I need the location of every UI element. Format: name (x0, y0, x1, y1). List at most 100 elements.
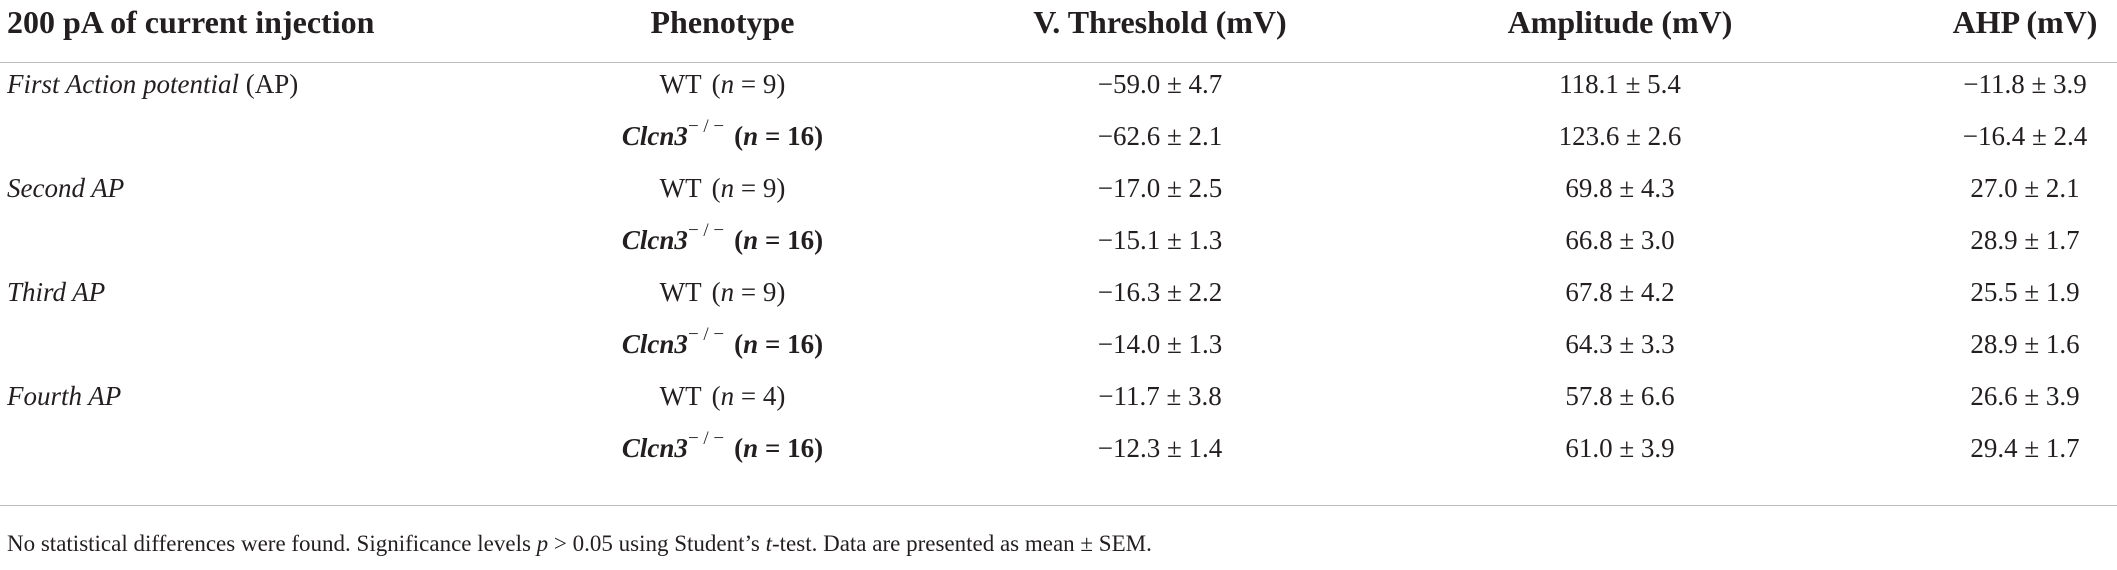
amplitude-cell: 61.0 ± 3.9 (1565, 433, 1675, 463)
table-header-row: 200 pA of current injection Phenotype V.… (0, 0, 2117, 52)
phenotype-cell: Clcn3− / − (n = 16) (585, 110, 860, 162)
ahp-cell: 28.9 ± 1.7 (1970, 225, 2080, 255)
sample-close-paren: ) (814, 329, 824, 359)
header-phenotype: Phenotype (650, 4, 795, 40)
row-label-italic: Fourth AP (7, 381, 122, 411)
amplitude-cell: 57.8 ± 6.6 (1565, 381, 1675, 411)
table-row: Third AP WT (n = 9) −16.3 ± 2.2 67.8 ± 4.2 25… (0, 266, 2117, 318)
genotype-superscript: − / − (687, 116, 725, 137)
genotype-name: WT (659, 69, 702, 99)
row-label-italic: Third AP (7, 277, 106, 307)
amplitude-cell: 118.1 ± 5.4 (1559, 69, 1681, 99)
sample-size: 16 (787, 121, 815, 151)
sample-open-paren: ( (734, 121, 744, 151)
sample-equals: = (758, 329, 788, 359)
table-row: Clcn3− / − (n = 16) −12.3 ± 1.4 61.0 ± 3.9 2… (0, 422, 2117, 474)
amplitude-cell: 64.3 ± 3.3 (1565, 329, 1675, 359)
bottom-rule (0, 505, 2117, 506)
table-footnote: No statistical differences were found. S… (7, 528, 1152, 560)
ahp-cell: 26.6 ± 3.9 (1970, 381, 2080, 411)
sample-n-symbol: n (743, 121, 759, 151)
table-row: Fourth AP WT (n = 4) −11.7 ± 3.8 57.8 ± 6.6 2… (0, 370, 2117, 422)
header-threshold: V. Threshold (mV) (1033, 4, 1287, 40)
sample-n-symbol: n (743, 433, 759, 463)
amplitude-cell: 69.8 ± 4.3 (1565, 173, 1675, 203)
row-label: Third AP (7, 266, 105, 318)
sample-close-paren: ) (814, 121, 824, 151)
sample-equals: = (734, 277, 763, 307)
row-label-italic: First Action potential (7, 69, 239, 99)
sample-open-paren: ( (734, 225, 744, 255)
sample-equals: = (758, 225, 788, 255)
sample-n-symbol: n (743, 225, 759, 255)
phenotype-cell: WT (n = 9) (585, 266, 860, 318)
phenotype-cell: WT (n = 4) (585, 370, 860, 422)
sample-equals: = (734, 69, 763, 99)
sample-open-paren: ( (711, 381, 721, 411)
sample-n-symbol: n (743, 329, 759, 359)
genotype-superscript: − / − (687, 428, 725, 449)
row-label: Fourth AP (7, 370, 121, 422)
ahp-cell: −16.4 ± 2.4 (1962, 121, 2088, 151)
table-row: Clcn3− / − (n = 16) −14.0 ± 1.3 64.3 ± 3.3 2… (0, 318, 2117, 370)
threshold-cell: −11.7 ± 3.8 (1098, 381, 1222, 411)
sample-size: 16 (787, 329, 815, 359)
threshold-cell: −62.6 ± 2.1 (1097, 121, 1223, 151)
sample-size: 16 (787, 225, 815, 255)
sample-close-paren: ) (814, 225, 824, 255)
genotype-name: Clcn3 (621, 329, 688, 359)
threshold-cell: −59.0 ± 4.7 (1097, 69, 1223, 99)
ahp-cell: −11.8 ± 3.9 (1963, 69, 2087, 99)
sample-equals: = (758, 121, 788, 151)
ahp-cell: 29.4 ± 1.7 (1970, 433, 2080, 463)
sample-size: 9 (762, 277, 777, 307)
footnote-text-1: No statistical differences were found. S… (7, 531, 537, 556)
genotype-name: WT (659, 173, 702, 203)
sample-n-symbol: n (720, 381, 735, 411)
header-amplitude: Amplitude (mV) (1507, 4, 1733, 40)
sample-size: 9 (762, 69, 777, 99)
table-row: Second AP WT (n = 9) −17.0 ± 2.5 69.8 ± 4.3 2… (0, 162, 2117, 214)
footnote-text-2: > 0.05 using Student’s (548, 531, 766, 556)
sample-equals: = (758, 433, 788, 463)
genotype-name: Clcn3 (621, 433, 688, 463)
row-label: First Action potential (AP) (7, 58, 298, 110)
table-row: Clcn3− / − (n = 16) −62.6 ± 2.1 123.6 ± 2.6… (0, 110, 2117, 162)
threshold-cell: −15.1 ± 1.3 (1097, 225, 1223, 255)
footnote-text-3: -test. Data are presented as mean ± SEM. (772, 531, 1152, 556)
sample-open-paren: ( (734, 329, 744, 359)
row-label-rest: (AP) (239, 69, 299, 99)
sample-close-paren: ) (776, 173, 786, 203)
genotype-superscript: − / − (687, 324, 725, 345)
sample-open-paren: ( (734, 433, 744, 463)
amplitude-cell: 66.8 ± 3.0 (1565, 225, 1675, 255)
phenotype-cell: Clcn3− / − (n = 16) (585, 422, 860, 474)
phenotype-cell: WT (n = 9) (585, 58, 860, 110)
sample-open-paren: ( (711, 69, 721, 99)
sample-equals: = (734, 381, 763, 411)
table-row: First Action potential (AP) WT (n = 9) −59.… (0, 58, 2117, 110)
phenotype-cell: WT (n = 9) (585, 162, 860, 214)
sample-size: 9 (762, 173, 777, 203)
table-row: Clcn3− / − (n = 16) −15.1 ± 1.3 66.8 ± 3.0 2… (0, 214, 2117, 266)
footnote-p-symbol: p (536, 531, 549, 556)
sample-close-paren: ) (776, 381, 786, 411)
genotype-name: WT (659, 277, 702, 307)
threshold-cell: −17.0 ± 2.5 (1097, 173, 1223, 203)
header-rule (0, 62, 2117, 63)
sample-n-symbol: n (720, 277, 735, 307)
threshold-cell: −12.3 ± 1.4 (1097, 433, 1223, 463)
ahp-cell: 28.9 ± 1.6 (1970, 329, 2080, 359)
ahp-cell: 27.0 ± 2.1 (1970, 173, 2080, 203)
genotype-superscript: − / − (687, 220, 725, 241)
genotype-name: Clcn3 (621, 121, 688, 151)
sample-close-paren: ) (814, 433, 824, 463)
amplitude-cell: 123.6 ± 2.6 (1558, 121, 1682, 151)
phenotype-cell: Clcn3− / − (n = 16) (585, 214, 860, 266)
genotype-name: WT (659, 381, 702, 411)
sample-n-symbol: n (720, 173, 735, 203)
sample-size: 16 (787, 433, 815, 463)
sample-close-paren: ) (776, 277, 786, 307)
ahp-cell: 25.5 ± 1.9 (1970, 277, 2080, 307)
